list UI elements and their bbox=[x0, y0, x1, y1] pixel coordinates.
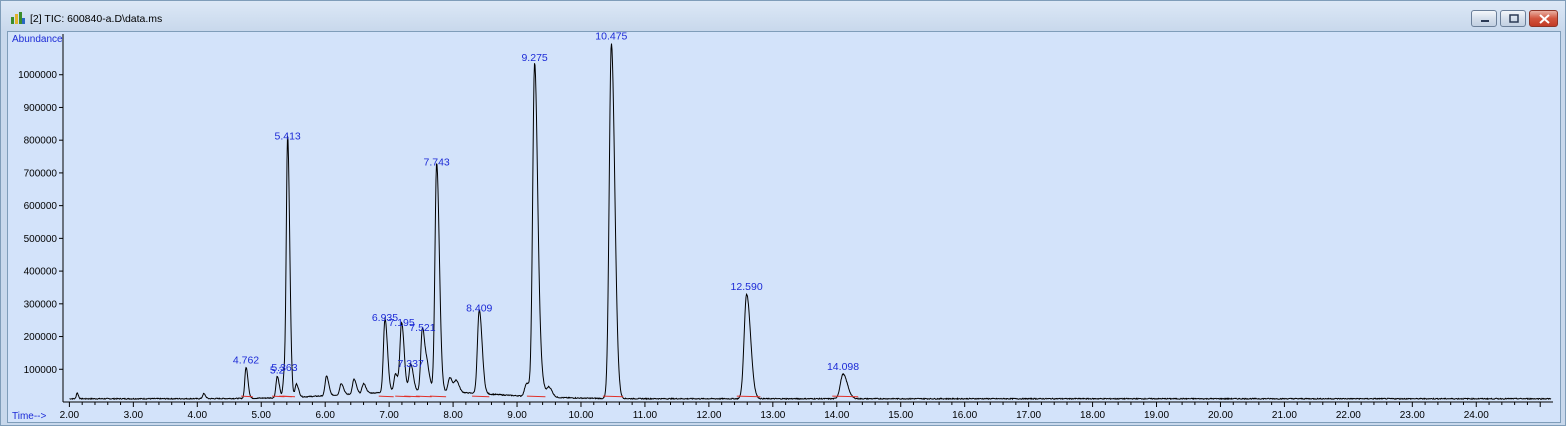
x-tick-label: 15.00 bbox=[888, 410, 913, 421]
x-tick-label: 7.00 bbox=[379, 410, 399, 421]
x-tick-label: 4.00 bbox=[188, 410, 208, 421]
x-tick-label: 2.00 bbox=[60, 410, 80, 421]
peak-label: 4.762 bbox=[233, 355, 259, 367]
x-tick-label: 9.00 bbox=[507, 410, 527, 421]
close-button[interactable] bbox=[1529, 10, 1558, 27]
close-icon bbox=[1539, 14, 1550, 24]
integration-baseline bbox=[602, 395, 624, 398]
integration-baseline bbox=[415, 395, 432, 398]
x-tick-label: 17.00 bbox=[1016, 410, 1041, 421]
integration-baseline bbox=[472, 395, 490, 398]
x-tick-label: 14.00 bbox=[824, 410, 849, 421]
y-tick-label: 100000 bbox=[24, 365, 58, 376]
y-tick-label: 400000 bbox=[24, 267, 58, 278]
peak-label: 7.521 bbox=[409, 322, 435, 334]
chromatogram-app-icon bbox=[11, 12, 25, 24]
x-tick-label: 5.00 bbox=[252, 410, 272, 421]
chromatogram-plot-area[interactable]: Abundance Time--> 100000 200000 300000 400000… bbox=[7, 31, 1561, 423]
peak-label: 14.098 bbox=[827, 361, 859, 373]
x-tick-label: 16.00 bbox=[952, 410, 977, 421]
peak-label: 5.2 bbox=[270, 364, 285, 376]
y-tick-label: 1000000 bbox=[18, 70, 57, 81]
x-tick-label: 22.00 bbox=[1336, 410, 1361, 421]
peak-label: 9.275 bbox=[521, 52, 547, 64]
peak-label: 7.337 bbox=[398, 358, 424, 370]
x-tick-label: 3.00 bbox=[124, 410, 144, 421]
window-title: [2] TIC: 600840-a.D\data.ms bbox=[30, 13, 163, 25]
maximize-button[interactable] bbox=[1500, 10, 1526, 27]
integration-baseline bbox=[378, 395, 394, 398]
x-tick-label: 19.00 bbox=[1144, 410, 1169, 421]
integration-baseline bbox=[282, 395, 296, 398]
peak-label: 7.743 bbox=[424, 157, 450, 169]
y-tick-label: 700000 bbox=[24, 168, 58, 179]
peak-label: 5.413 bbox=[275, 130, 301, 142]
peak-label: 5.363 bbox=[271, 362, 297, 374]
integration-baseline bbox=[241, 395, 253, 398]
integration-baseline bbox=[429, 395, 447, 398]
minimize-icon bbox=[1481, 20, 1489, 22]
x-tick-label: 24.00 bbox=[1464, 410, 1489, 421]
peak-label: 12.590 bbox=[731, 281, 763, 293]
x-axis-label: Time--> bbox=[12, 411, 47, 422]
y-tick-label: 500000 bbox=[24, 234, 58, 245]
x-tick-label: 18.00 bbox=[1080, 410, 1105, 421]
peak-label: 8.409 bbox=[466, 302, 492, 314]
peak-label: 7.195 bbox=[388, 317, 414, 329]
y-tick-label: 900000 bbox=[24, 103, 58, 114]
x-tick-label: 8.00 bbox=[443, 410, 463, 421]
y-tick-label: 200000 bbox=[24, 332, 58, 343]
x-tick-label: 20.00 bbox=[1208, 410, 1233, 421]
integration-baseline bbox=[832, 395, 859, 398]
tic-chromatogram-chart[interactable]: Abundance Time--> 100000 200000 300000 400000… bbox=[8, 32, 1560, 422]
x-tick-label: 6.00 bbox=[315, 410, 335, 421]
x-tick-label: 11.00 bbox=[633, 410, 658, 421]
x-tick-label: 23.00 bbox=[1400, 410, 1425, 421]
y-tick-label: 800000 bbox=[24, 136, 58, 147]
title-bar[interactable]: [2] TIC: 600840-a.D\data.ms bbox=[1, 1, 1565, 31]
integration-baseline bbox=[526, 395, 546, 398]
peak-label: 6.935 bbox=[372, 312, 398, 324]
y-tick-label: 300000 bbox=[24, 299, 58, 310]
peak-label: 10.475 bbox=[595, 32, 627, 43]
y-axis-label: Abundance bbox=[12, 34, 63, 45]
x-tick-label: 13.00 bbox=[760, 410, 785, 421]
integration-baseline bbox=[736, 395, 761, 398]
x-tick-label: 21.00 bbox=[1272, 410, 1297, 421]
x-tick-label: 12.00 bbox=[696, 410, 721, 421]
tic-trace-line bbox=[69, 43, 1552, 401]
minimize-button[interactable] bbox=[1471, 10, 1497, 27]
restore-icon bbox=[1509, 14, 1519, 23]
y-tick-label: 600000 bbox=[24, 201, 58, 212]
x-tick-label: 10.00 bbox=[568, 410, 593, 421]
